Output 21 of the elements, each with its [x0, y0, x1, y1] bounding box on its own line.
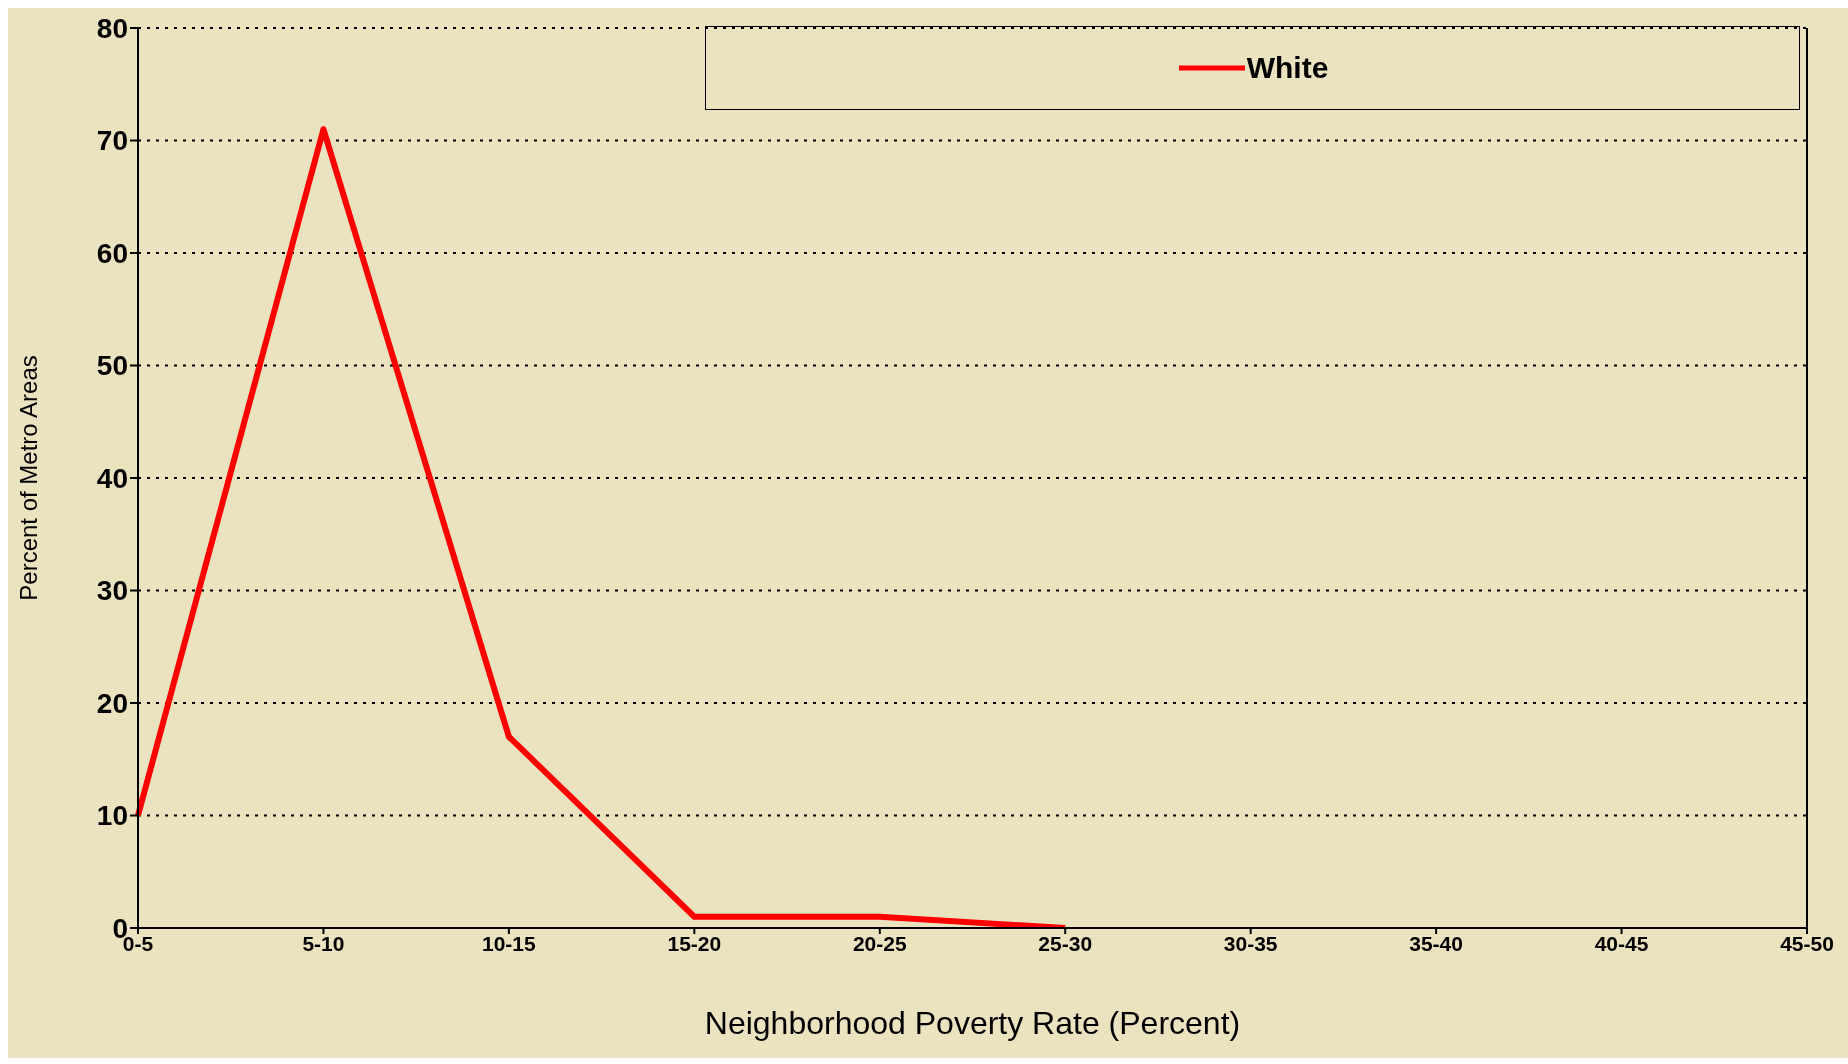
legend-frame: White	[705, 26, 1800, 110]
x-tick-label: 25-30	[1038, 931, 1093, 955]
legend-label: White	[1245, 51, 1329, 85]
y-tick-label: 40	[96, 462, 128, 494]
y-tick-label: 20	[96, 687, 128, 719]
y-tick-label: 80	[96, 12, 128, 44]
y-tick-label: 50	[96, 350, 128, 382]
x-tick-label: 20-25	[852, 931, 907, 955]
x-tick-label: 15-20	[667, 931, 722, 955]
y-tick-label: 10	[96, 800, 128, 832]
x-axis-title: Neighborhood Poverty Rate (Percent)	[704, 1005, 1241, 1041]
x-tick-label: 30-35	[1223, 931, 1278, 955]
y-tick-label: 70	[96, 125, 128, 157]
y-tick-label: 30	[96, 575, 128, 607]
x-tick-label: 40-45	[1594, 931, 1649, 955]
x-tick-label: 45-50	[1780, 931, 1834, 955]
x-tick-label: 10-15	[482, 931, 537, 955]
y-tick-label: 60	[96, 237, 128, 269]
x-tick-label: 5-10	[302, 931, 345, 955]
y-axis-title: Percent of Metro Areas	[14, 355, 42, 601]
x-tick-label: 35-40	[1409, 931, 1463, 955]
